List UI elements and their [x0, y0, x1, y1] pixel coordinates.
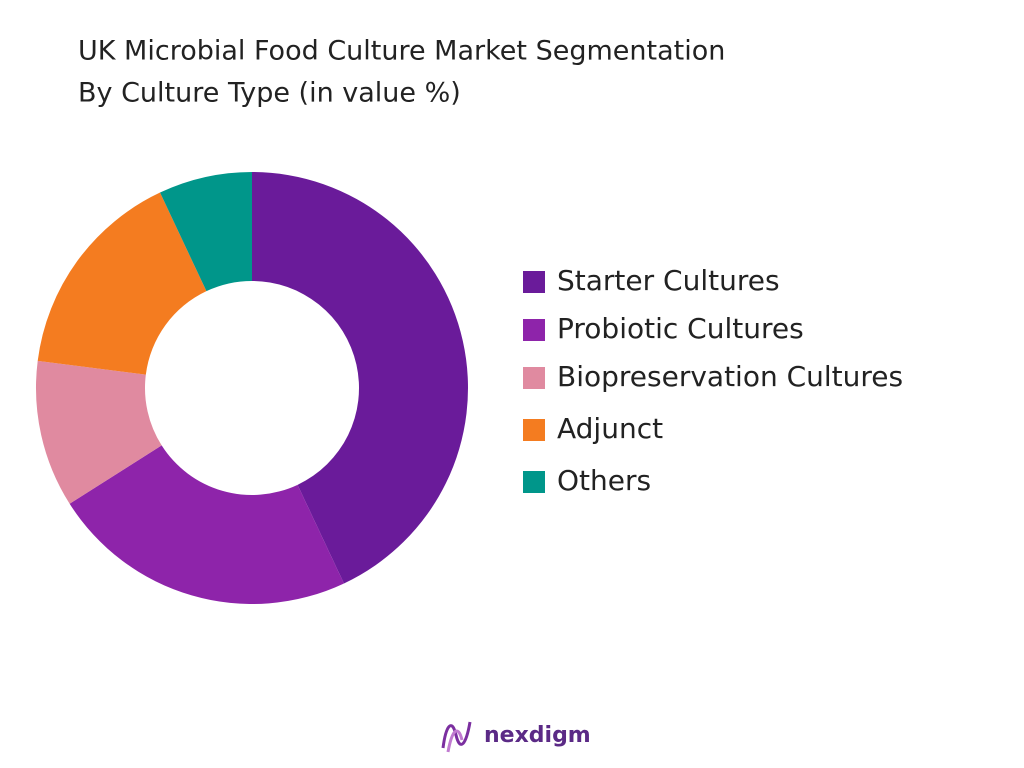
legend-label: Adjunct	[557, 412, 663, 445]
legend-swatch	[523, 271, 545, 293]
donut-slice	[69, 445, 344, 604]
donut-slice	[35, 360, 162, 504]
legend-label: Probiotic Cultures	[557, 312, 804, 345]
legend-label: Starter Cultures	[557, 264, 780, 297]
donut-slice	[160, 172, 252, 292]
donut-slice	[252, 172, 468, 584]
legend-label: Biopreservation Cultures	[557, 360, 903, 393]
donut-slice	[37, 192, 207, 375]
logo-icon	[441, 721, 472, 753]
chart-title: UK Microbial Food Culture Market Segment…	[78, 36, 725, 67]
legend-label: Others	[557, 464, 651, 497]
legend-swatch	[523, 471, 545, 493]
legend-swatch	[523, 419, 545, 441]
logo-text: nexdigm	[484, 723, 591, 748]
legend-swatch	[523, 367, 545, 389]
chart-title: By Culture Type (in value %)	[78, 78, 461, 109]
legend-swatch	[523, 319, 545, 341]
